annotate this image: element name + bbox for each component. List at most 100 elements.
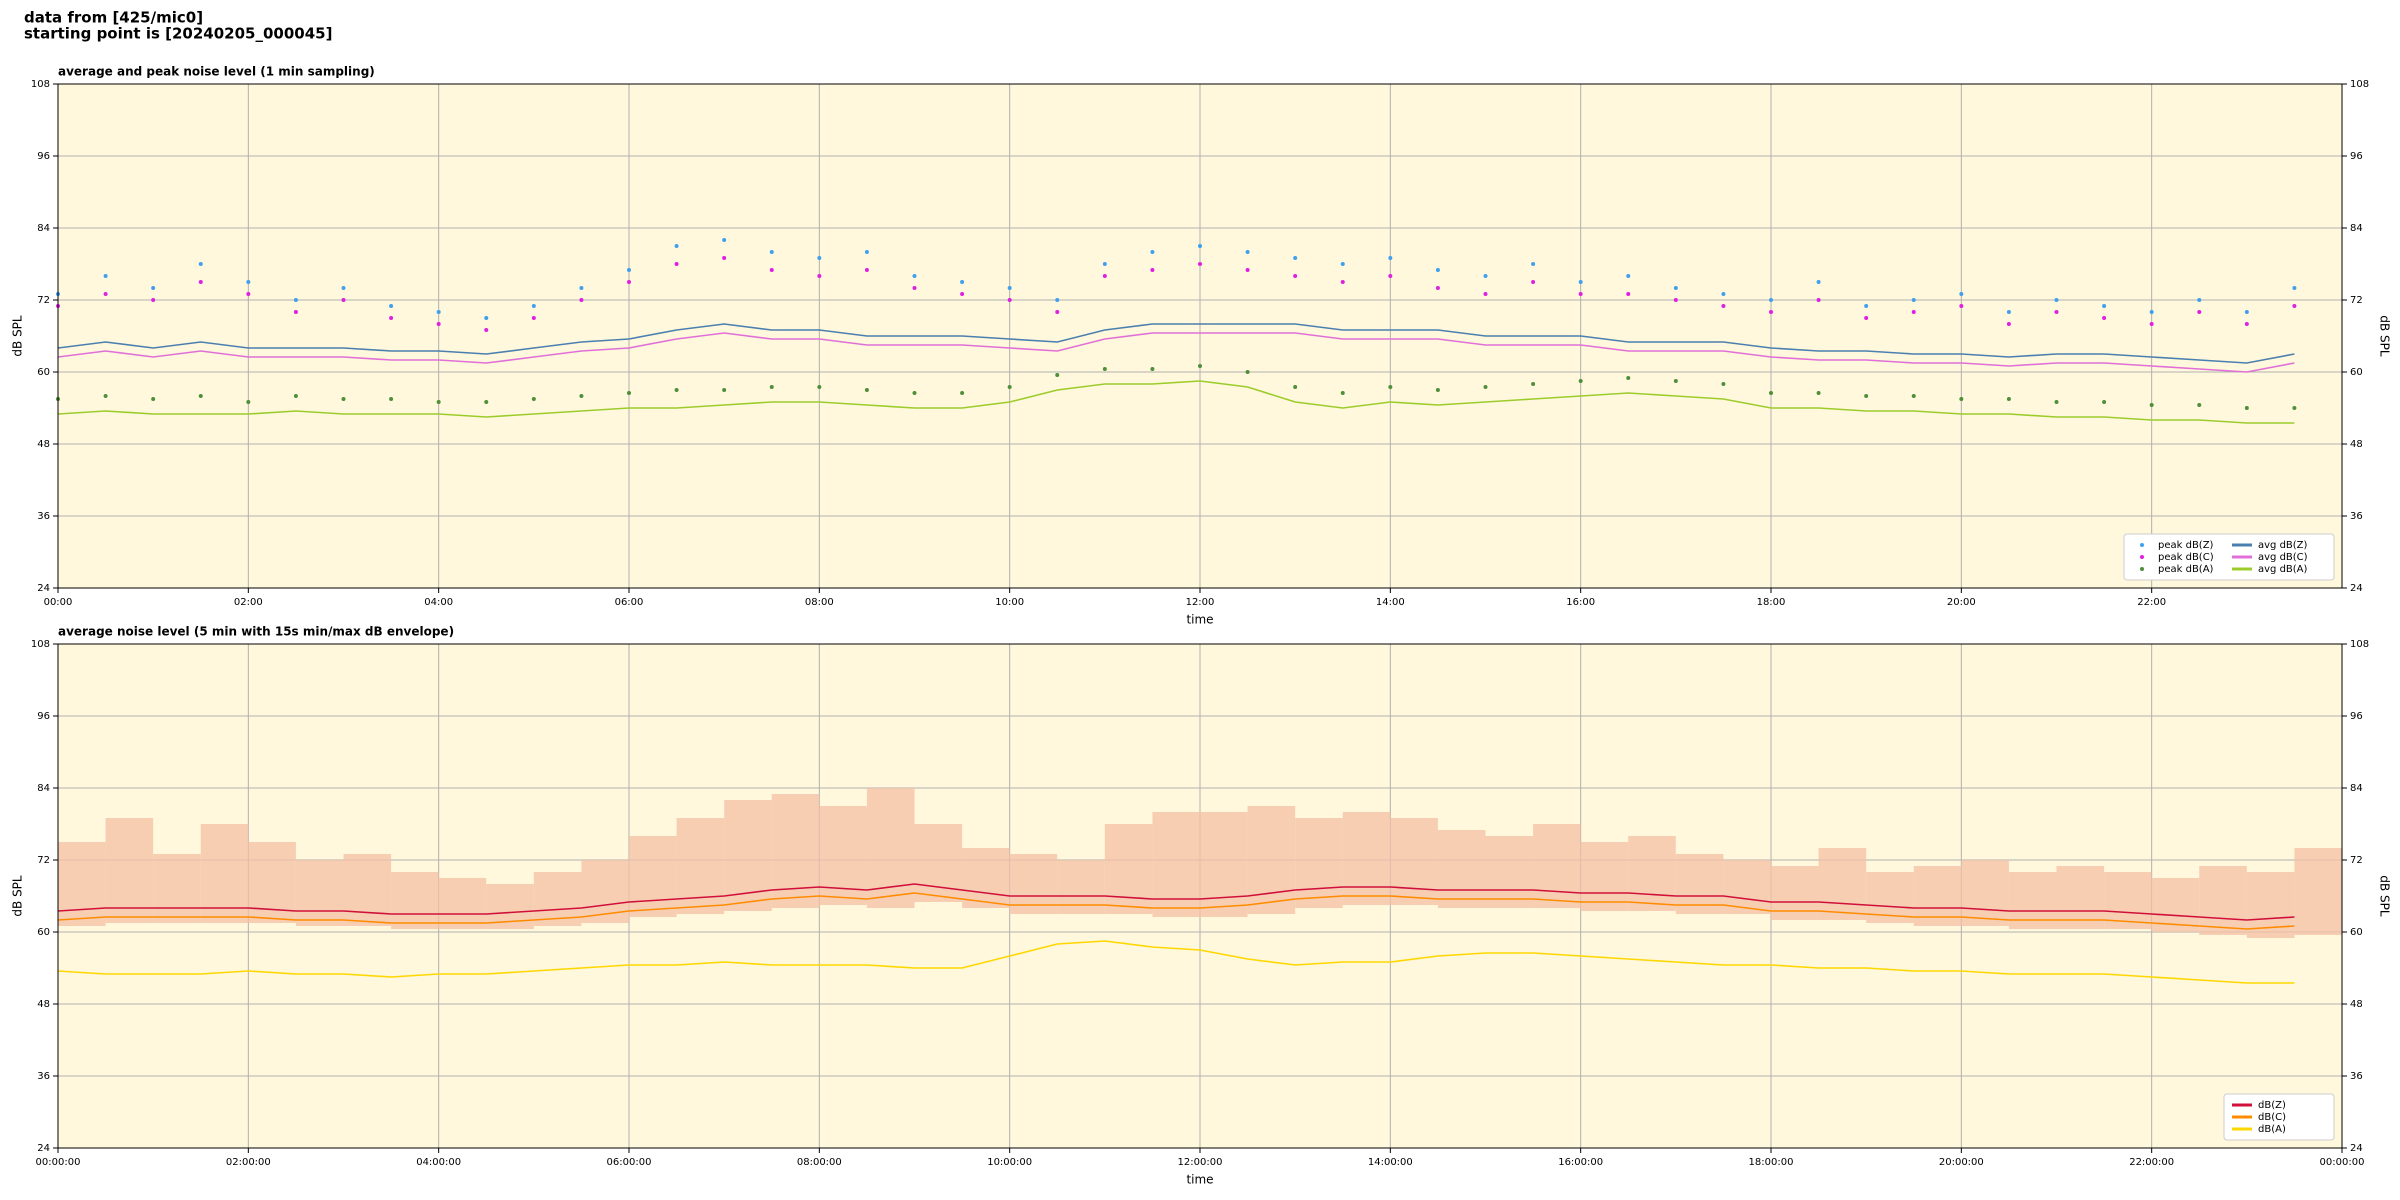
- y-tick-label: 84: [37, 223, 50, 234]
- peak-dot: [103, 394, 108, 398]
- peak-dot: [1531, 262, 1536, 266]
- peak-dot: [293, 298, 298, 302]
- peak-dot: [1816, 391, 1821, 395]
- peak-dot: [722, 388, 727, 392]
- peak-dot: [817, 385, 822, 389]
- envelope-bar: [1628, 836, 1676, 911]
- peak-dot: [1007, 298, 1012, 302]
- peak-dot: [1388, 385, 1393, 389]
- peak-dot: [1626, 274, 1631, 278]
- peak-dot: [1293, 385, 1298, 389]
- peak-dot: [2244, 406, 2249, 410]
- legend-label: avg dB(A): [2258, 564, 2308, 575]
- peak-dot: [1150, 250, 1155, 254]
- envelope-bar: [1200, 812, 1248, 917]
- peak-dot: [293, 394, 298, 398]
- envelope-bar: [1723, 860, 1771, 914]
- envelope-bar: [2199, 866, 2247, 935]
- envelope-bar: [58, 842, 106, 926]
- x-tick-label: 10:00: [995, 597, 1024, 608]
- y2-tick-label: 72: [2350, 295, 2363, 306]
- peak-dot: [674, 262, 679, 266]
- y2-tick-label: 24: [2350, 583, 2363, 594]
- envelope-bar: [1342, 812, 1391, 905]
- peak-dot: [1245, 268, 1250, 272]
- peak-dot: [2149, 322, 2154, 326]
- chart-title: average and peak noise level (1 min samp…: [58, 65, 375, 79]
- y2-tick-label: 84: [2350, 783, 2363, 794]
- y2-tick-label: 72: [2350, 855, 2363, 866]
- peak-dot: [1340, 280, 1345, 284]
- envelope-bar: [629, 836, 677, 917]
- envelope-bar: [1152, 812, 1200, 917]
- peak-dot: [2292, 406, 2297, 410]
- envelope-bar: [1961, 860, 2009, 926]
- y2-tick-label: 36: [2350, 1071, 2363, 1082]
- peak-dot: [1673, 298, 1678, 302]
- y-tick-label: 60: [37, 927, 50, 938]
- peak-dot: [1626, 292, 1631, 296]
- envelope-bar: [962, 848, 1010, 908]
- x-tick-label: 00:00: [44, 597, 73, 608]
- peak-dot: [1769, 298, 1773, 302]
- x-tick-label: 10:00:00: [987, 1157, 1032, 1168]
- y-tick-label: 108: [31, 639, 50, 650]
- peak-dot: [1150, 367, 1155, 371]
- peak-dot: [151, 286, 156, 290]
- envelope-bar: [1818, 848, 1867, 920]
- peak-dot: [484, 328, 489, 332]
- peak-dot: [1435, 388, 1440, 392]
- peak-dot: [769, 268, 774, 272]
- envelope-bar: [1104, 824, 1153, 914]
- peak-dot: [2054, 310, 2059, 314]
- peak-dot: [198, 262, 203, 266]
- peak-dot: [627, 391, 631, 395]
- peak-dot: [293, 310, 298, 314]
- envelope-bar: [914, 824, 963, 902]
- peak-dot: [2292, 286, 2297, 290]
- x-tick-label: 04:00:00: [416, 1157, 461, 1168]
- y-tick-label: 108: [31, 79, 50, 90]
- legend-label: dB(C): [2258, 1112, 2286, 1123]
- peak-dot: [1102, 262, 1107, 266]
- peak-dot: [1055, 373, 1060, 377]
- envelope-bar: [1771, 866, 1819, 920]
- peak-dot: [389, 316, 394, 320]
- envelope-bar: [1295, 818, 1343, 908]
- peak-dot: [2197, 310, 2202, 314]
- peak-dot: [1673, 379, 1678, 383]
- legend-label: dB(Z): [2258, 1100, 2286, 1111]
- peak-dot: [2006, 322, 2011, 326]
- series-line: [57, 892, 2295, 930]
- envelope-bar: [1580, 842, 1629, 911]
- peak-dot: [1673, 286, 1678, 290]
- envelope-bar: [391, 872, 439, 929]
- peak-dot: [579, 286, 584, 290]
- legend-box: [2123, 533, 2335, 581]
- peak-dot: [2102, 316, 2107, 320]
- y-axis-label: dB SPL: [11, 315, 25, 357]
- peak-dot: [2149, 310, 2154, 314]
- peak-dot: [627, 268, 631, 272]
- x-tick-label: 06:00: [615, 597, 644, 608]
- x-tick-label: 04:00: [424, 597, 453, 608]
- peak-dot: [1293, 274, 1298, 278]
- peak-dot: [1198, 262, 1202, 266]
- peak-dot: [864, 250, 869, 254]
- x-tick-label: 14:00:00: [1368, 1157, 1413, 1168]
- peak-dot: [389, 304, 394, 308]
- envelope-bar: [1533, 824, 1581, 908]
- plot-frame: [57, 643, 2343, 1149]
- peak-dot: [769, 250, 774, 254]
- envelope-bar: [771, 794, 820, 908]
- envelope-bar: [866, 788, 915, 908]
- peak-dot: [1198, 244, 1202, 248]
- legend-label: dB(A): [2258, 1124, 2286, 1135]
- y2-tick-label: 60: [2350, 367, 2363, 378]
- peak-dot: [1959, 304, 1964, 308]
- envelope-bar: [676, 818, 725, 914]
- envelope-bar: [1057, 860, 1105, 914]
- y2-tick-label: 108: [2350, 79, 2369, 90]
- x-tick-label: 22:00: [2137, 597, 2166, 608]
